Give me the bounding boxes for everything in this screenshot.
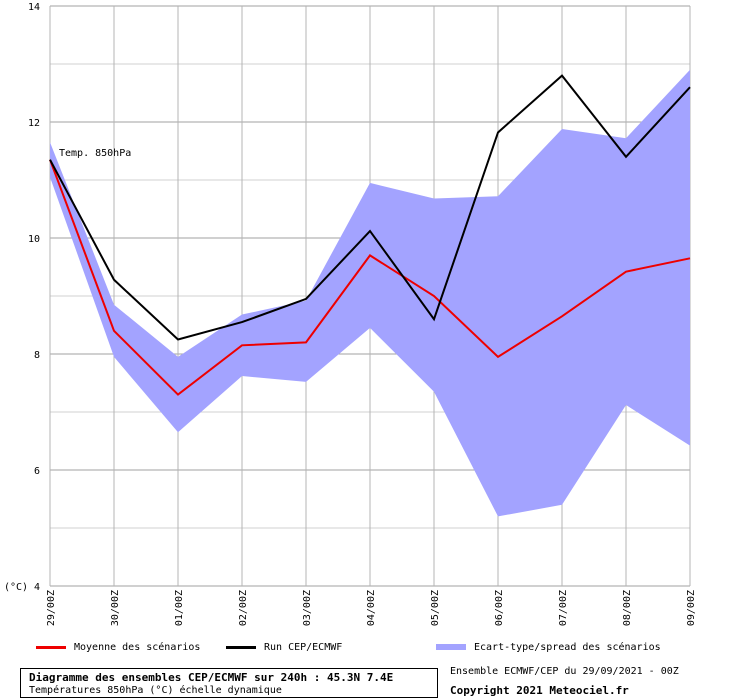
legend-item-spread: Ecart-type/spread des scénarios — [436, 638, 661, 656]
legend-item-mean: Moyenne des scénarios — [36, 638, 200, 656]
x-tick-label: 04/00Z — [366, 590, 377, 626]
run-info: Ensemble ECMWF/CEP du 29/09/2021 - 00Z — [450, 666, 679, 677]
y-tick-label: 8 — [34, 350, 40, 361]
x-tick-label: 09/00Z — [686, 590, 697, 626]
x-tick-label: 01/00Z — [174, 590, 185, 626]
x-tick-label: 02/00Z — [238, 590, 249, 626]
legend-label-spread: Ecart-type/spread des scénarios — [474, 641, 661, 653]
y-tick-label: 10 — [28, 234, 40, 245]
chart-subtitle: Températures 850hPa (°C) échelle dynamiq… — [29, 685, 282, 696]
legend-swatch-spread — [436, 644, 466, 650]
y-tick-labels: 4 6 8 10 12 14 — [28, 2, 40, 593]
x-tick-label: 07/00Z — [558, 590, 569, 626]
y-tick-label: 12 — [28, 118, 40, 129]
run-line — [49, 74, 691, 341]
x-tick-label: 05/00Z — [430, 590, 441, 626]
chart-info-box: Diagramme des ensembles CEP/ECMWF sur 24… — [20, 668, 438, 698]
legend-label-run: Run CEP/ECMWF — [264, 641, 343, 653]
y-tick-label: 14 — [28, 2, 40, 13]
x-tick-label: 08/00Z — [622, 590, 633, 626]
legend-item-run: Run CEP/ECMWF — [226, 638, 342, 656]
chart-title: Diagramme des ensembles CEP/ECMWF sur 24… — [29, 671, 394, 684]
x-tick-label: 30/00Z — [110, 590, 121, 626]
x-tick-label: 29/00Z — [46, 590, 57, 626]
copyright: Copyright 2021 Meteociel.fr — [450, 684, 629, 697]
y-axis-label: (°C) — [4, 582, 28, 593]
y-tick-label: 4 — [34, 582, 40, 593]
legend-swatch-run — [226, 645, 256, 649]
x-tick-labels: 29/00Z 30/00Z 01/00Z 02/00Z 03/00Z 04/00Z 05/0… — [46, 590, 697, 626]
mean-line — [49, 159, 691, 396]
spread-band — [50, 69, 690, 517]
legend-swatch-mean — [36, 645, 66, 649]
x-tick-label: 03/00Z — [302, 590, 313, 626]
y-tick-label: 6 — [34, 466, 40, 477]
legend-label-mean: Moyenne des scénarios — [74, 641, 201, 653]
series-annotation: Temp. 850hPa — [59, 148, 131, 159]
x-tick-label: 06/00Z — [494, 590, 505, 626]
